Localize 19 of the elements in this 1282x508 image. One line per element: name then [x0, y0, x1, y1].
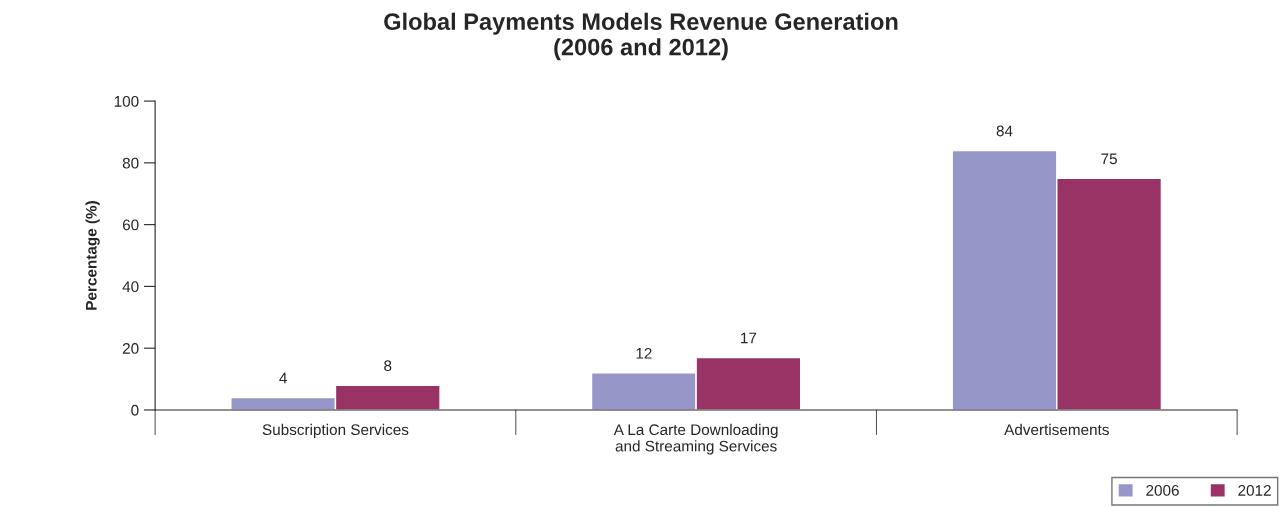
- x-tick-label: A La Carte Downloading and Streaming Services: [613, 423, 778, 455]
- data-label: 17: [741, 332, 757, 344]
- legend-label: 2006: [1146, 484, 1179, 496]
- y-tick-label: 20: [122, 343, 139, 354]
- y-tick-label: 100: [114, 95, 139, 107]
- y-tick-label: 80: [122, 157, 139, 169]
- legend-label: 2012: [1238, 484, 1271, 496]
- data-label: 75: [1101, 153, 1117, 165]
- x-tick-label: Subscription Services: [262, 423, 409, 439]
- data-label: 84: [996, 125, 1013, 137]
- data-label: 12: [636, 347, 652, 359]
- y-tick-label: 60: [122, 219, 139, 231]
- y-tick-label: 40: [122, 281, 139, 293]
- data-label: 8: [384, 360, 392, 372]
- y-tick-label: 0: [131, 404, 139, 416]
- data-label: 4: [279, 372, 287, 384]
- x-tick-label: Advertisements: [1004, 423, 1109, 436]
- chart-title: Global Payments Models Revenue Generation (2006 and 2012): [384, 12, 898, 61]
- y-axis-title: Percentage (%): [85, 201, 100, 310]
